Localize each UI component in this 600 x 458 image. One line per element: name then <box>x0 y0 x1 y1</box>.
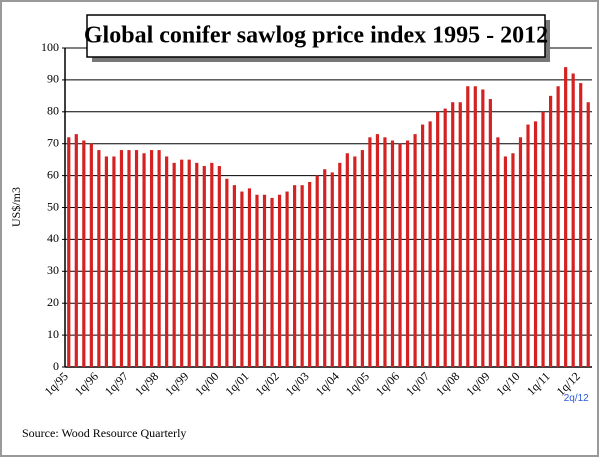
bar <box>556 86 560 367</box>
bar <box>451 102 455 367</box>
bar <box>232 185 236 367</box>
chart-title: Global conifer sawlog price index 1995 -… <box>84 23 548 49</box>
bar <box>579 83 583 367</box>
bar <box>134 150 139 367</box>
bar <box>187 159 191 367</box>
bar <box>428 121 432 368</box>
y-tick-label: 80 <box>47 104 59 118</box>
bar <box>285 191 289 367</box>
bar <box>518 137 523 367</box>
bar <box>458 102 462 367</box>
bar <box>172 162 176 367</box>
bar <box>496 137 500 367</box>
bar <box>571 73 575 368</box>
bar <box>488 99 492 367</box>
bar <box>413 134 417 367</box>
bar <box>180 159 184 367</box>
bar <box>360 150 364 367</box>
y-tick-label: 20 <box>47 295 59 309</box>
bar <box>511 153 515 367</box>
bar <box>255 194 259 367</box>
y-tick-label: 50 <box>47 199 59 213</box>
bar <box>323 169 327 367</box>
y-tick-label: 40 <box>47 231 59 245</box>
bar <box>293 185 297 367</box>
bar <box>338 162 342 367</box>
bar <box>405 140 410 367</box>
bar <box>240 191 244 367</box>
y-axis-label: US$/m3 <box>9 187 23 227</box>
y-tick-label: 30 <box>47 263 59 277</box>
bar <box>383 137 387 367</box>
bar <box>533 121 538 368</box>
bar <box>97 150 101 367</box>
bar <box>526 124 530 367</box>
bar <box>564 67 568 367</box>
bar <box>481 89 485 367</box>
bar <box>308 181 312 367</box>
bar <box>390 140 395 367</box>
bar <box>74 134 78 367</box>
bar <box>149 150 154 367</box>
y-tick-label: 70 <box>47 135 59 149</box>
bar <box>112 156 116 367</box>
bar <box>67 137 71 367</box>
y-tick-label: 100 <box>41 40 59 54</box>
bar <box>127 150 131 367</box>
bar <box>330 172 334 367</box>
x-tick-label: 2q/12 <box>564 393 589 404</box>
source-note: Source: Wood Resource Quarterly <box>22 426 186 440</box>
bar <box>82 140 86 367</box>
bar <box>473 86 477 367</box>
bar <box>225 178 229 367</box>
y-tick-label: 0 <box>53 359 59 373</box>
bar <box>202 166 206 367</box>
bar <box>142 153 146 367</box>
bar <box>353 156 357 367</box>
bar <box>165 156 169 367</box>
bar <box>375 134 380 367</box>
bar <box>345 153 349 367</box>
bar <box>210 162 214 367</box>
bar <box>247 188 252 367</box>
y-tick-label: 90 <box>47 72 59 86</box>
title-box <box>86 14 546 58</box>
bar <box>368 137 372 367</box>
bar <box>89 143 93 367</box>
bar <box>300 185 304 367</box>
bar <box>262 194 267 367</box>
bar <box>541 111 545 367</box>
bar <box>104 156 109 367</box>
bar <box>586 102 590 367</box>
bar <box>270 197 274 367</box>
bar <box>119 150 124 367</box>
bar <box>217 166 221 367</box>
y-tick-label: 60 <box>47 167 59 181</box>
y-tick-label: 10 <box>47 327 59 341</box>
bar <box>436 111 440 367</box>
bar <box>195 162 199 367</box>
bar <box>443 108 447 368</box>
bar <box>421 124 425 367</box>
bar <box>548 95 553 367</box>
bar <box>157 150 161 367</box>
bar <box>277 194 282 367</box>
bar <box>503 156 508 367</box>
bar <box>398 143 402 367</box>
bar <box>315 175 319 367</box>
bar <box>466 86 470 367</box>
